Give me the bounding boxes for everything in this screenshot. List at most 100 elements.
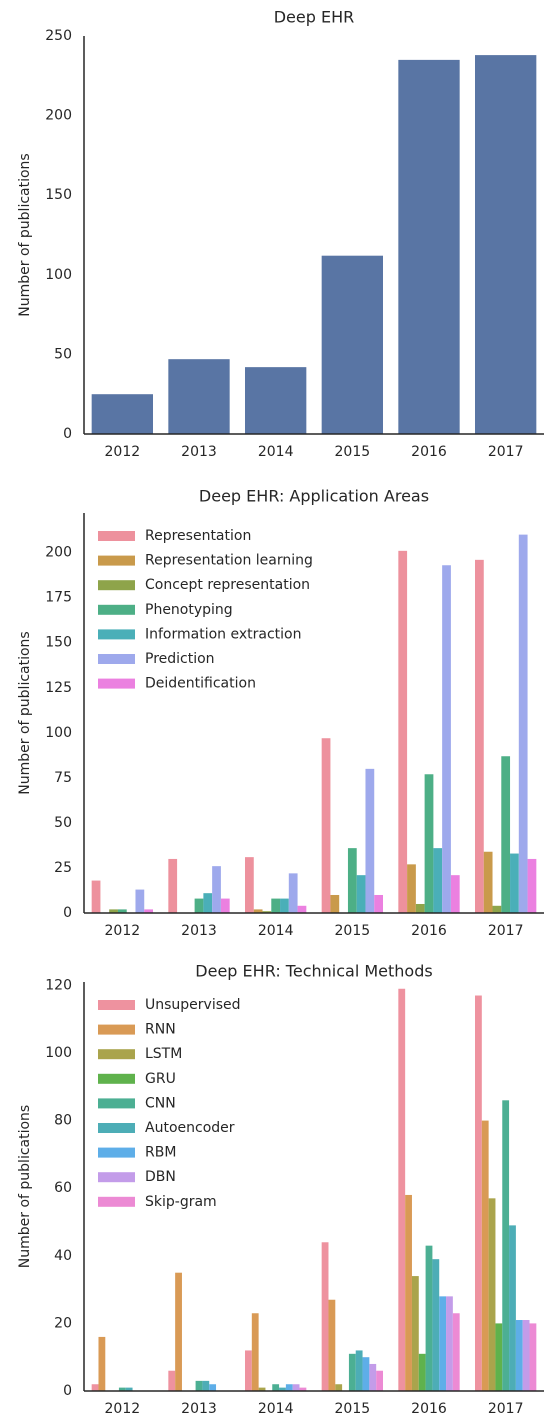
legend-swatch xyxy=(98,1196,135,1207)
legend-label: Skip-gram xyxy=(145,1194,217,1210)
y-tick-label: 150 xyxy=(45,187,72,203)
bar xyxy=(297,905,307,913)
bar xyxy=(501,756,511,913)
legend-label: DBN xyxy=(145,1169,176,1185)
legend-label: CNN xyxy=(145,1095,176,1111)
bar xyxy=(253,909,263,913)
bar xyxy=(330,894,340,913)
bar xyxy=(91,1384,99,1391)
bar xyxy=(292,1384,300,1391)
x-tick-label: 2013 xyxy=(181,444,217,460)
bar xyxy=(144,909,153,913)
bar xyxy=(510,853,519,913)
bar xyxy=(376,1370,383,1391)
chart-title: Deep EHR: Technical Methods xyxy=(195,962,432,981)
bar xyxy=(418,1353,426,1391)
bar xyxy=(125,1387,133,1391)
bar xyxy=(328,1299,336,1391)
bar xyxy=(424,774,434,913)
legend-label: Prediction xyxy=(145,651,215,667)
bar xyxy=(432,1259,440,1391)
legend-swatch xyxy=(98,555,135,566)
y-tick-label: 150 xyxy=(45,635,72,651)
bar xyxy=(398,59,460,434)
legend-swatch xyxy=(98,1098,135,1109)
bar xyxy=(251,1313,259,1391)
y-tick-label: 80 xyxy=(54,1113,72,1129)
x-tick-label: 2017 xyxy=(488,1401,524,1417)
bar xyxy=(522,1320,530,1391)
bar xyxy=(285,1384,293,1391)
x-tick-label: 2016 xyxy=(411,923,447,939)
legend-label: LSTM xyxy=(145,1046,182,1062)
bar xyxy=(117,909,127,913)
bar xyxy=(347,848,357,913)
y-tick-label: 100 xyxy=(45,267,72,283)
bar xyxy=(411,1276,419,1391)
bar xyxy=(202,1380,210,1391)
bar xyxy=(407,864,416,913)
legend-swatch xyxy=(98,1049,135,1060)
legend-swatch xyxy=(98,654,135,664)
legend-label: Autoencoder xyxy=(145,1120,235,1136)
bar xyxy=(405,1194,412,1391)
bar xyxy=(321,255,383,434)
bar xyxy=(299,1387,307,1391)
bar xyxy=(529,1323,537,1391)
legend-label: Information extraction xyxy=(145,626,301,642)
bar xyxy=(245,367,307,434)
bar xyxy=(475,995,482,1391)
bar xyxy=(348,1353,356,1391)
bar xyxy=(398,550,408,913)
bar xyxy=(168,359,230,434)
x-tick-label: 2014 xyxy=(258,923,294,939)
bar xyxy=(168,1370,176,1391)
bar xyxy=(335,1384,343,1391)
bar xyxy=(91,394,153,434)
legend-swatch xyxy=(98,1000,135,1010)
legend-swatch xyxy=(98,1024,135,1035)
y-tick-label: 20 xyxy=(54,1315,72,1331)
x-tick-label: 2014 xyxy=(258,1401,294,1417)
bar xyxy=(475,559,484,913)
bar xyxy=(203,893,213,913)
bar xyxy=(355,1350,363,1391)
bar xyxy=(118,1387,126,1391)
bar xyxy=(279,1387,286,1391)
bar xyxy=(175,1272,182,1391)
bar xyxy=(98,1336,106,1391)
bar xyxy=(245,857,254,913)
bar xyxy=(356,875,366,913)
legend-label: Unsupervised xyxy=(145,997,241,1013)
bar xyxy=(272,1384,280,1391)
bar xyxy=(362,1357,370,1391)
legend-swatch xyxy=(98,531,135,541)
legend-label: Representation xyxy=(145,528,251,544)
legend-label: GRU xyxy=(145,1071,176,1087)
x-tick-label: 2016 xyxy=(411,1401,447,1417)
bar xyxy=(483,851,493,913)
bar xyxy=(209,1384,217,1391)
bar xyxy=(433,848,443,913)
x-tick-label: 2017 xyxy=(488,923,524,939)
y-tick-label: 75 xyxy=(54,770,72,786)
bar xyxy=(515,1320,523,1391)
bar xyxy=(527,858,537,913)
x-tick-label: 2017 xyxy=(488,444,524,460)
x-tick-label: 2015 xyxy=(335,444,371,460)
bar xyxy=(415,903,425,913)
legend-label: Deidentification xyxy=(145,676,256,692)
y-tick-label: 50 xyxy=(54,815,72,831)
bar xyxy=(518,534,528,913)
legend-label: RBM xyxy=(145,1145,176,1161)
bar xyxy=(212,866,221,913)
x-tick-label: 2012 xyxy=(105,923,141,939)
bar xyxy=(258,1387,266,1391)
bar xyxy=(321,1242,329,1391)
legend-label: Representation learning xyxy=(145,553,313,569)
y-tick-label: 0 xyxy=(63,1383,72,1399)
x-tick-label: 2015 xyxy=(335,923,371,939)
legend-swatch xyxy=(98,1073,135,1084)
legend-label: Concept representation xyxy=(145,577,310,593)
